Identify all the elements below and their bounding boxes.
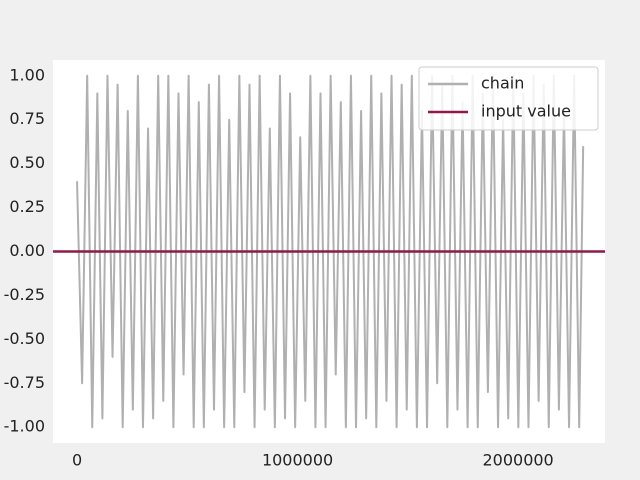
chain-line	[76, 74, 585, 429]
x-tick-label: 0	[72, 451, 82, 470]
y-tick-label: -0.50	[4, 329, 45, 348]
x-tick-label: 2000000	[482, 451, 553, 470]
x-tick-label: 1000000	[262, 451, 333, 470]
y-tick-label: 0.50	[9, 153, 45, 172]
y-tick-label: 0.25	[9, 197, 45, 216]
y-tick-label: 0.75	[9, 109, 45, 128]
legend-label: chain	[481, 74, 524, 93]
y-tick-label: -0.25	[4, 285, 45, 304]
y-tick-label: -0.75	[4, 373, 45, 392]
y-tick-label: 1.00	[9, 65, 45, 84]
y-tick-label: -1.00	[4, 417, 45, 436]
y-tick-label: 0.00	[9, 241, 45, 260]
legend-label: input value	[481, 102, 571, 121]
